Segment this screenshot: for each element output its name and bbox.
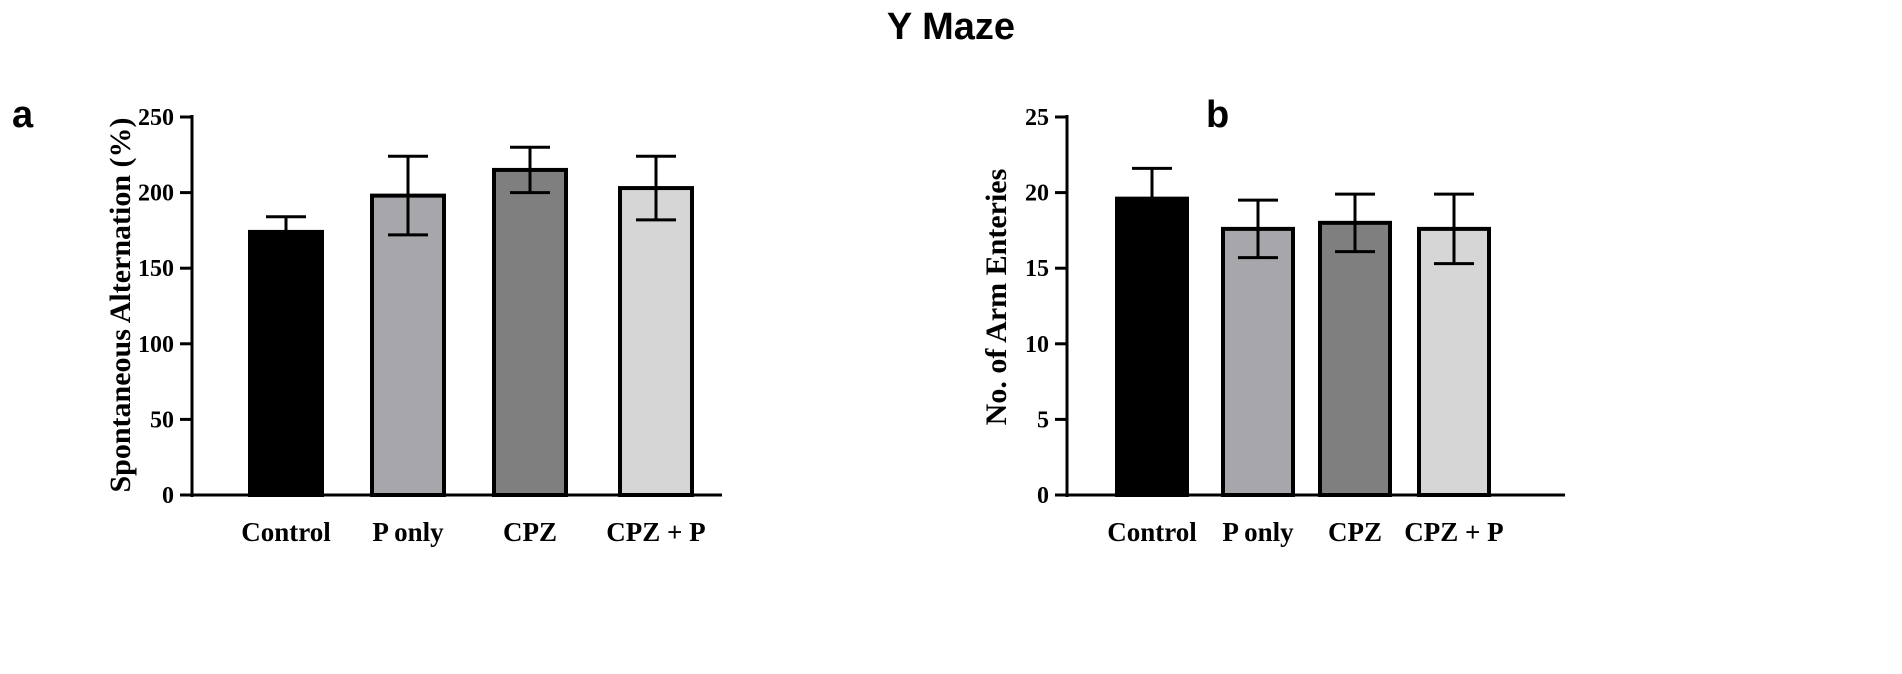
figure-title: Y Maze [886,6,1016,48]
category-label-b-1: P only [1222,517,1294,547]
bar-b-3 [1417,226,1491,497]
y-axis-title-a: Spontaneous Alternation (%) [104,117,137,492]
y-axis-title-b: No. of Arm Enteries [980,169,1013,426]
category-label-a-2: CPZ [503,517,557,547]
y-tick-label-a-3: 150 [138,256,174,282]
y-tick-label-b-3: 15 [1025,256,1049,282]
bar-a-2 [492,167,568,497]
error-bar-b-0 [1132,166,1172,231]
bar-a-3 [618,186,694,497]
bar-b-2 [1318,220,1392,497]
category-label-b-2: CPZ [1328,517,1382,547]
error-bar-a-2 [510,145,550,195]
error-bar-a-3 [636,154,676,222]
bar-b-0 [1115,196,1189,497]
panel-label-a: a [12,94,34,136]
panel-label-b: b [1206,94,1230,136]
bar-a-0 [248,229,324,498]
category-label-b-3: CPZ + P [1404,517,1503,547]
y-tick-label-a-1: 50 [150,407,174,433]
chart-a: Control P only CPZ CPZ + P 0 50 100 150 200 250Sp… [104,105,722,547]
y-tick-label-b-1: 5 [1037,407,1049,433]
y-tick-label-a-4: 200 [138,181,174,207]
category-label-b-0: Control [1107,517,1197,547]
category-label-a-1: P only [372,517,444,547]
error-bar-b-3 [1434,192,1474,266]
error-bar-a-1 [388,154,428,237]
y-tick-label-a-0: 0 [162,483,174,509]
y-tick-label-b-4: 20 [1025,181,1049,207]
y-tick-label-a-2: 100 [138,332,174,358]
category-label-a-3: CPZ + P [606,517,705,547]
error-bar-a-0 [266,215,306,249]
error-bar-b-1 [1238,198,1278,260]
error-bar-b-2 [1335,192,1375,254]
bar-a-1 [370,193,446,497]
bar-b-1 [1221,226,1295,497]
y-tick-label-b-5: 25 [1025,105,1049,131]
category-label-a-0: Control [241,517,331,547]
chart-b: Control P only CPZ CPZ + P 0 5 10 15 20 25 No. of … [980,105,1565,547]
y-tick-label-a-5: 250 [138,105,174,131]
y-tick-label-b-0: 0 [1037,483,1049,509]
y-tick-label-b-2: 10 [1025,332,1049,358]
